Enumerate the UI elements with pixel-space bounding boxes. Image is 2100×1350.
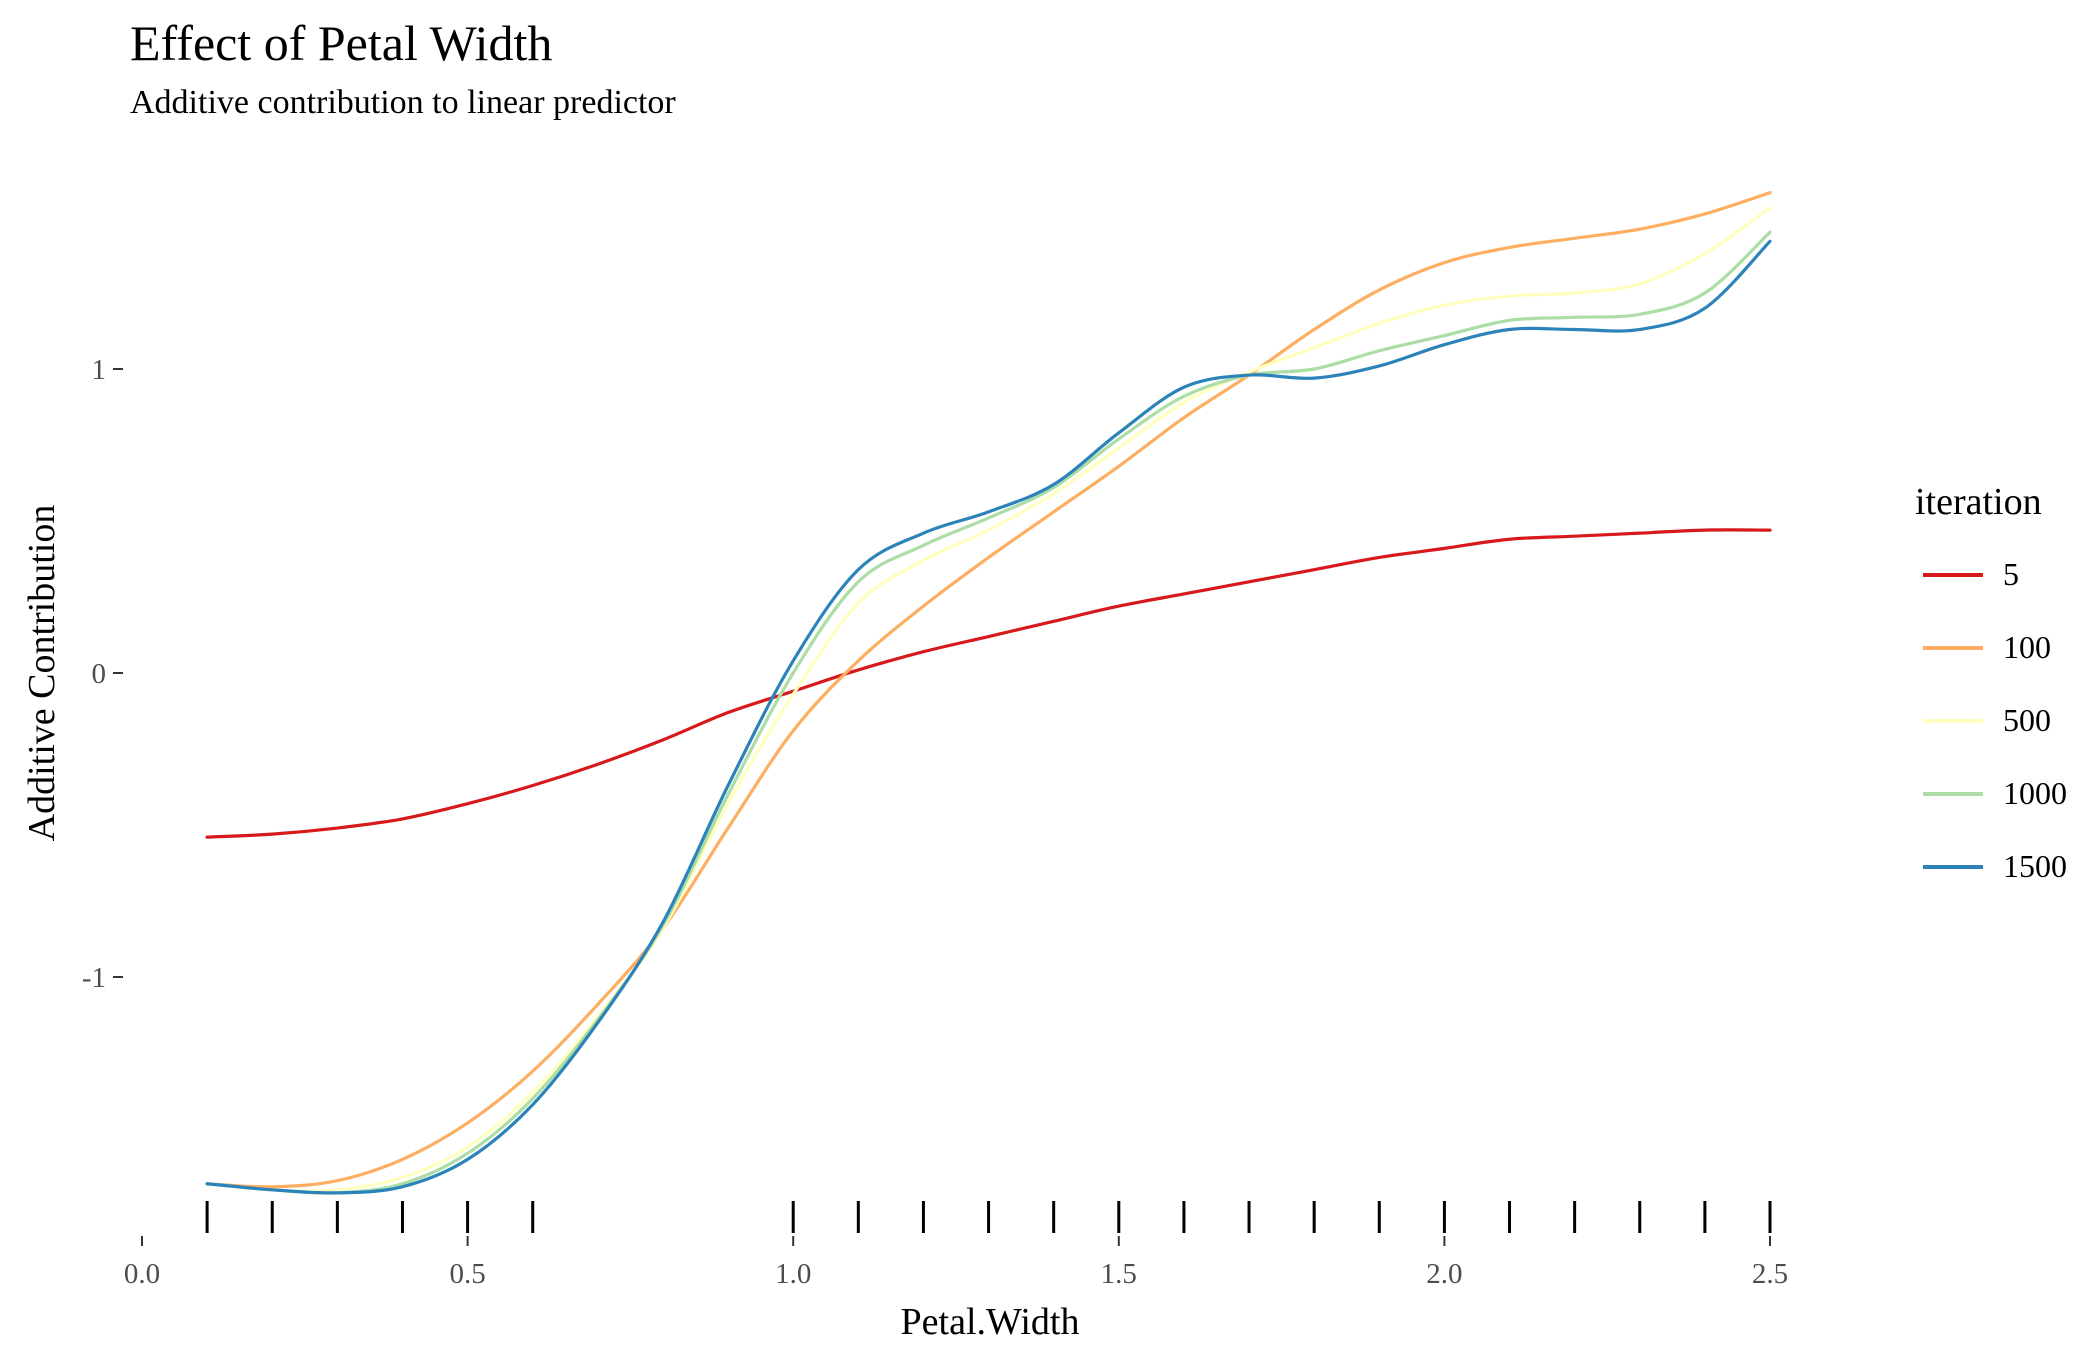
legend-key-5 xyxy=(1923,572,1983,577)
legend-item-1500: 1500 xyxy=(1915,830,2067,903)
legend-key-1500 xyxy=(1923,864,1983,869)
chart-subtitle: Additive contribution to linear predicto… xyxy=(130,84,676,121)
legend-key-100 xyxy=(1923,645,1983,650)
legend-label-100: 100 xyxy=(2003,629,2051,665)
series-line-5 xyxy=(205,528,1772,839)
x-tick-label-5: 2.5 xyxy=(1752,1258,1788,1290)
y-axis: -1 0 1 xyxy=(82,354,123,994)
legend-item-1000: 1000 xyxy=(1915,757,2067,830)
series-lines xyxy=(205,191,1772,1195)
rug-marks xyxy=(205,1201,1772,1233)
series-line-1000 xyxy=(205,230,1772,1195)
legend: iteration 5 100 500 1000 1500 xyxy=(1915,480,2067,903)
y-axis-label: Additive Contribution xyxy=(21,504,63,842)
series-line-1500 xyxy=(205,239,1772,1195)
y-tick-label-1: 0 xyxy=(92,658,107,690)
legend-label-500: 500 xyxy=(2003,702,2051,738)
y-tick-label-2: 1 xyxy=(92,354,107,386)
x-tick-label-3: 1.5 xyxy=(1101,1258,1137,1290)
legend-label-5: 5 xyxy=(2003,556,2019,592)
legend-item-100: 100 xyxy=(1915,611,2067,684)
chart-title: Effect of Petal Width xyxy=(130,15,553,71)
x-tick-label-4: 2.0 xyxy=(1426,1258,1462,1290)
legend-label-1500: 1500 xyxy=(2003,848,2067,884)
x-axis: 0.0 0.5 1.0 1.5 2.0 2.5 xyxy=(124,1236,1788,1290)
legend-key-500 xyxy=(1923,718,1983,723)
legend-title: iteration xyxy=(1915,481,2042,523)
series-line-500 xyxy=(205,206,1772,1193)
y-tick-label-0: -1 xyxy=(82,962,106,994)
x-tick-label-0: 0.0 xyxy=(124,1258,160,1290)
legend-item-5: 5 xyxy=(1915,538,2067,611)
legend-item-500: 500 xyxy=(1915,684,2067,757)
x-tick-label-1: 0.5 xyxy=(449,1258,485,1290)
x-axis-label: Petal.Width xyxy=(900,1301,1080,1343)
legend-label-1000: 1000 xyxy=(2003,775,2067,811)
series-line-100 xyxy=(205,191,1772,1189)
x-tick-label-2: 1.0 xyxy=(775,1258,811,1290)
legend-key-1000 xyxy=(1923,791,1983,796)
